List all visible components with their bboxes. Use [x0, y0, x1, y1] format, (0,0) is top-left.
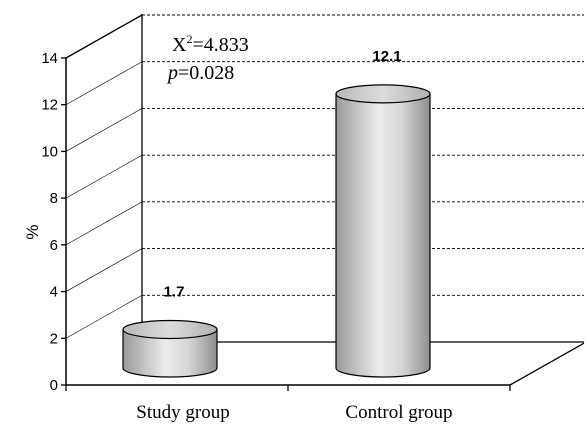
bar-value-label: 1.7 [164, 283, 185, 300]
y-tick-label: 6 [50, 237, 58, 254]
y-tick-label: 14 [41, 50, 58, 67]
y-axis: 0 2 4 6 8 10 12 14 [41, 50, 67, 394]
y-tick-label: 4 [50, 284, 58, 301]
svg-text:p=0.028: p=0.028 [166, 62, 234, 84]
side-wall-line [65, 108, 143, 152]
chi-square-symbol: X [172, 34, 187, 56]
bar-top [335, 84, 431, 104]
side-wall-line [65, 248, 143, 292]
side-wall-line [65, 61, 143, 105]
bar-top [122, 319, 218, 340]
x-axis: Study group Control group [65, 385, 511, 423]
bar-body [335, 93, 431, 378]
bar-body [122, 328, 218, 378]
side-wall-line [65, 295, 143, 339]
gridlines [65, 14, 584, 339]
floor-right-edge [509, 342, 585, 386]
x-category-label: Control group [345, 402, 452, 423]
p-symbol: p [166, 62, 178, 84]
y-axis-label: % [23, 224, 42, 239]
svg-text:X2=4.833: X2=4.833 [172, 32, 249, 56]
y-tick-label: 0 [50, 377, 58, 394]
y-tick-label: 12 [41, 97, 58, 114]
statistics-annotation: X2=4.833 p=0.028 [166, 32, 249, 84]
chi-square-value: =4.833 [192, 34, 248, 56]
y-tick-label: 8 [50, 190, 58, 207]
y-tick-label: 10 [41, 143, 58, 160]
bar-study-group: 1.7 [122, 283, 218, 378]
p-value: =0.028 [178, 62, 234, 84]
bars: 1.7 12.1 [122, 48, 431, 378]
x-category-label: Study group [136, 402, 229, 423]
side-wall-line [65, 201, 143, 246]
chi-square-superscript: 2 [186, 32, 192, 46]
y-tick-label: 2 [50, 330, 58, 347]
side-wall-line [65, 14, 143, 59]
side-wall-line [65, 154, 143, 199]
bar-control-group: 12.1 [335, 48, 431, 378]
bar-value-label: 12.1 [372, 48, 401, 65]
